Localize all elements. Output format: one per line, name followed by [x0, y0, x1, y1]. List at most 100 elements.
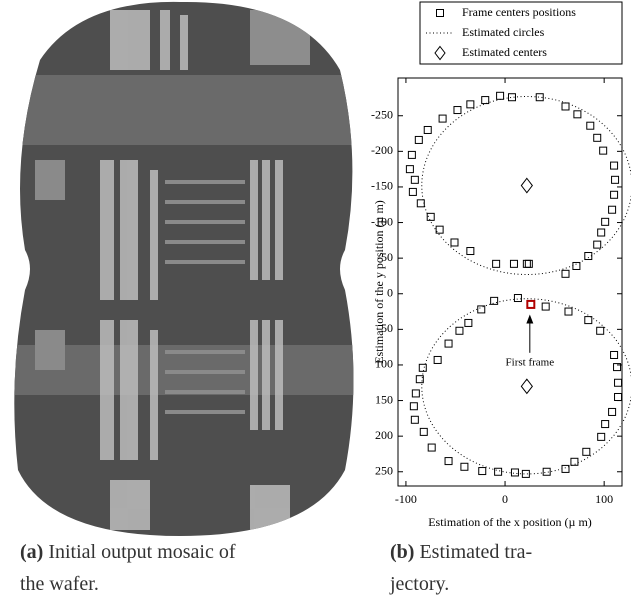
frame-center: [584, 316, 593, 325]
frame-center: [524, 259, 533, 268]
y-tick-label: 50: [381, 321, 393, 335]
estimated-circle: [421, 298, 631, 475]
frame-center: [608, 407, 617, 416]
frame-center: [410, 175, 419, 184]
frame-center: [481, 96, 490, 105]
frame-center: [496, 91, 505, 100]
frame-center: [478, 467, 487, 476]
frame-center: [407, 150, 416, 159]
mosaic-image: [14, 1, 354, 536]
y-tick-label: -250: [371, 107, 393, 121]
frame-center: [526, 299, 536, 309]
frame-center: [613, 363, 622, 372]
legend-box: [419, 1, 623, 65]
legend-swatch: [434, 45, 446, 61]
frame-center: [418, 363, 427, 372]
frame-center: [414, 135, 423, 144]
frame-center: [464, 318, 473, 327]
frame-center: [507, 93, 516, 102]
chart: Estimation of the x position (µ m) Estim…: [371, 1, 631, 529]
caption-text: jectory.: [390, 573, 450, 595]
frame-center: [444, 457, 453, 466]
legend-label: Frame centers positions: [462, 5, 576, 19]
frame-center: [492, 259, 501, 268]
frame-center: [410, 415, 419, 424]
frame-center: [614, 378, 623, 387]
y-tick-label: 100: [375, 357, 393, 371]
y-tick-label: 250: [375, 464, 393, 478]
annotation: First frame: [506, 356, 555, 368]
frame-center: [584, 252, 593, 261]
y-tick-label: 200: [375, 428, 393, 442]
frame-center: [435, 225, 444, 234]
legend-label: Estimated circles: [462, 25, 545, 39]
frame-center: [564, 307, 573, 316]
y-tick-label: 0: [387, 285, 393, 299]
frame-center: [460, 462, 469, 471]
frame-center: [599, 146, 608, 155]
frame-center: [427, 443, 436, 452]
frame-center: [510, 468, 519, 477]
frame-center: [490, 296, 499, 305]
frame-center: [561, 102, 570, 111]
estimated-center: [520, 177, 533, 194]
frame-center: [572, 261, 581, 270]
frame-center: [582, 447, 591, 456]
caption-label: (b): [390, 541, 415, 563]
frame-center: [610, 161, 619, 170]
estimated-circle: [421, 96, 631, 275]
frame-center: [570, 457, 579, 466]
frame-center: [453, 106, 462, 115]
frame-center: [597, 432, 606, 441]
frame-center: [597, 228, 606, 237]
frame-center: [411, 389, 420, 398]
frame-center: [415, 375, 424, 384]
frame-center: [521, 469, 530, 478]
frame-center: [409, 402, 418, 411]
frame-center: [596, 326, 605, 335]
x-tick-label: 100: [595, 492, 613, 506]
frame-center: [561, 269, 570, 278]
frame-center: [513, 294, 522, 303]
caption-text: the wafer.: [20, 573, 99, 595]
frame-center: [541, 302, 550, 311]
frame-center: [542, 467, 551, 476]
frame-center: [601, 217, 610, 226]
frame-center: [416, 199, 425, 208]
frame-center: [522, 259, 531, 268]
legend-label: Estimated centers: [462, 45, 547, 59]
frame-center: [426, 212, 435, 221]
plot-frame: [397, 77, 623, 487]
caption-text: Initial output mosaic of: [48, 541, 236, 563]
annotation-arrowhead: [526, 314, 534, 324]
frame-center: [466, 100, 475, 109]
frame-center: [535, 93, 544, 102]
frame-center: [423, 125, 432, 134]
y-tick-label: -150: [371, 179, 393, 193]
frame-center: [433, 355, 442, 364]
frame-center: [419, 427, 428, 436]
frame-center: [593, 133, 602, 142]
frame-center: [610, 190, 619, 199]
frame-center: [405, 165, 414, 174]
caption-a: (a) Initial output mosaic of the wafer.: [20, 536, 236, 600]
frame-center: [477, 305, 486, 314]
frame-center: [450, 238, 459, 247]
x-tick-label: -100: [395, 492, 417, 506]
frame-center: [466, 247, 475, 256]
frame-center: [573, 110, 582, 119]
frame-center: [455, 326, 464, 335]
frame-center: [444, 339, 453, 348]
frame-center: [509, 259, 518, 268]
y-tick-label: -50: [377, 250, 393, 264]
frame-center: [438, 114, 447, 123]
y-axis-title: Estimation of the y position (µ m): [372, 200, 386, 364]
x-axis-title: Estimation of the x position (µ m): [428, 515, 592, 529]
frame-center: [494, 467, 503, 476]
caption-label: (a): [20, 541, 44, 563]
frame-center: [608, 205, 617, 214]
frame-center: [586, 121, 595, 130]
y-tick-label: 150: [375, 392, 393, 406]
y-tick-label: -100: [371, 214, 393, 228]
